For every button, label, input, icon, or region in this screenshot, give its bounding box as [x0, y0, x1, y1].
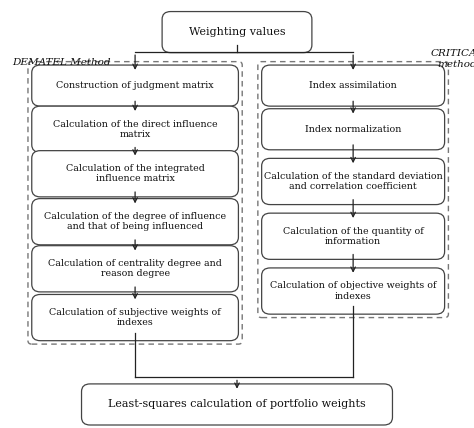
FancyBboxPatch shape: [262, 158, 445, 205]
Text: Calculation of the quantity of
information: Calculation of the quantity of informati…: [283, 226, 423, 246]
FancyBboxPatch shape: [262, 65, 445, 106]
FancyBboxPatch shape: [82, 384, 392, 425]
Text: Weighting values: Weighting values: [189, 27, 285, 37]
Text: Calculation of centrality degree and
reason degree: Calculation of centrality degree and rea…: [48, 259, 222, 279]
Text: CRITICAL
method: CRITICAL method: [431, 49, 474, 69]
Text: Calculation of the direct influence
matrix: Calculation of the direct influence matr…: [53, 119, 218, 139]
FancyBboxPatch shape: [32, 151, 238, 197]
FancyBboxPatch shape: [32, 246, 238, 292]
FancyBboxPatch shape: [262, 268, 445, 314]
FancyBboxPatch shape: [162, 12, 312, 53]
Text: Least-squares calculation of portfolio weights: Least-squares calculation of portfolio w…: [108, 399, 366, 410]
Text: Calculation of the integrated
influence matrix: Calculation of the integrated influence …: [66, 164, 204, 184]
Text: Index assimilation: Index assimilation: [309, 81, 397, 90]
FancyBboxPatch shape: [32, 65, 238, 106]
Text: Index normalization: Index normalization: [305, 125, 401, 134]
Text: Construction of judgment matrix: Construction of judgment matrix: [56, 81, 214, 90]
FancyBboxPatch shape: [32, 106, 238, 152]
Text: Calculation of the degree of influence
and that of being influenced: Calculation of the degree of influence a…: [44, 212, 226, 232]
FancyBboxPatch shape: [32, 199, 238, 245]
Text: Calculation of subjective weights of
indexes: Calculation of subjective weights of ind…: [49, 308, 221, 327]
FancyBboxPatch shape: [262, 213, 445, 259]
Text: Calculation of objective weights of
indexes: Calculation of objective weights of inde…: [270, 281, 437, 301]
Text: DEMATEL Method: DEMATEL Method: [12, 57, 110, 67]
FancyBboxPatch shape: [32, 294, 238, 341]
Text: Calculation of the standard deviation
and correlation coefficient: Calculation of the standard deviation an…: [264, 172, 443, 191]
FancyBboxPatch shape: [262, 109, 445, 150]
